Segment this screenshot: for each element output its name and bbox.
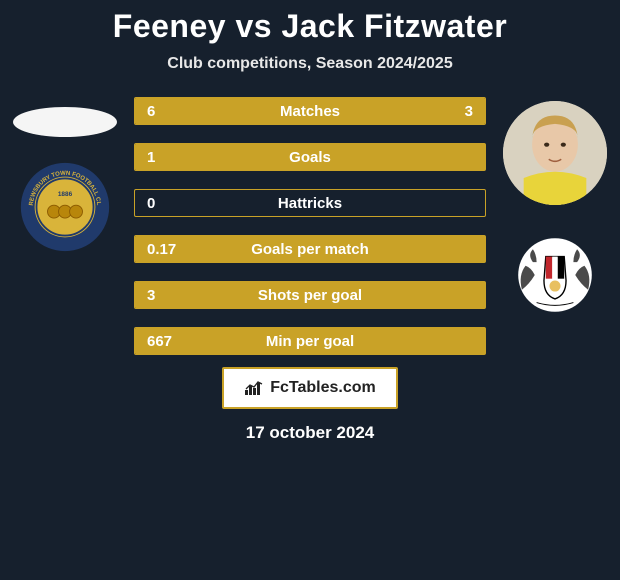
subtitle: Club competitions, Season 2024/2025 [0,55,620,73]
stat-label: Goals per match [135,241,485,258]
footer: FcTables.com 17 october 2024 [0,367,620,443]
stat-label: Matches [135,103,485,120]
stat-row: 3Shots per goal [134,281,486,309]
stat-row: 0Hattricks [134,189,486,217]
comparison-card: Feeney vs Jack Fitzwater Club competitio… [0,0,620,443]
right-player-avatar [503,101,607,205]
brand-box[interactable]: FcTables.com [222,367,398,409]
stat-label: Shots per goal [135,287,485,304]
stat-label: Hattricks [135,195,485,212]
chart-icon [244,380,264,396]
main-row: 1886 SHREWSBURY TOWN FOOTBALL CLUB FLORE… [0,97,620,355]
date-text: 17 october 2024 [246,423,375,443]
stat-row: 667Min per goal [134,327,486,355]
right-player-column [496,97,614,321]
stat-value-right: 3 [465,103,473,120]
page-title: Feeney vs Jack Fitzwater [0,8,620,45]
right-club-badge [509,229,601,321]
left-player-avatar [13,107,117,137]
stat-label: Goals [135,149,485,166]
stat-label: Min per goal [135,333,485,350]
brand-label: FcTables.com [270,379,376,397]
left-player-column: 1886 SHREWSBURY TOWN FOOTBALL CLUB FLORE… [6,97,124,253]
stats-column: 6Matches3 1Goals 0Hattricks 0.17Goals per m… [124,97,496,355]
stat-row: 6Matches3 [134,97,486,125]
stat-row: 0.17Goals per match [134,235,486,263]
left-club-badge: 1886 SHREWSBURY TOWN FOOTBALL CLUB FLORE… [19,161,111,253]
stat-row: 1Goals [134,143,486,171]
svg-text:1886: 1886 [58,191,73,198]
